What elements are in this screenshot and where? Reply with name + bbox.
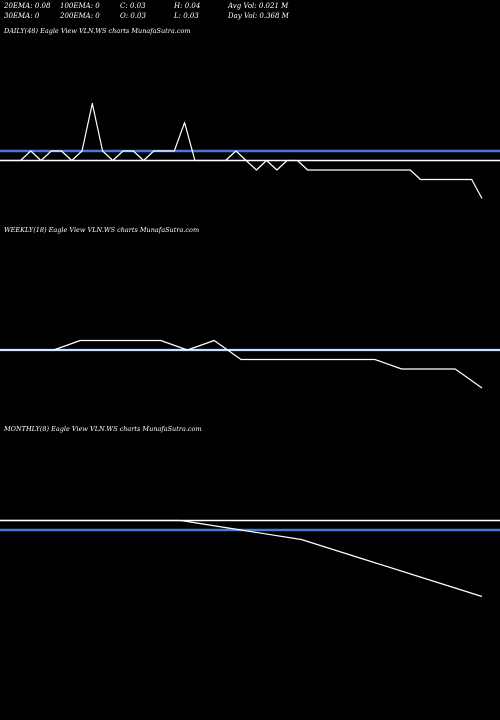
stat-ema100: 100EMA: 0: [60, 2, 100, 10]
monthly-chart-title: MONTHLY(8) Eagle View VLN.WS charts Muna…: [4, 425, 202, 433]
stat-ema20: 20EMA: 0.08: [4, 2, 51, 10]
price-line: [0, 339, 483, 389]
stat-ema200: 200EMA: 0: [60, 12, 100, 20]
stat-open: O: 0.03: [120, 12, 146, 20]
stat-low: L: 0.03: [174, 12, 199, 20]
stat-ema30: 30EMA: 0: [4, 12, 40, 20]
stat-close: C: 0.03: [120, 2, 146, 10]
indicator-stats: 20EMA: 0.08 100EMA: 0 C: 0.03 H: 0.04 Av…: [4, 1, 496, 21]
stat-avg-vol: Avg Vol: 0.021 M: [228, 2, 289, 10]
stat-day-vol: Day Vol: 0.368 M: [228, 12, 289, 20]
stat-high: H: 0.04: [174, 2, 201, 10]
daily-chart: [0, 102, 500, 199]
daily-chart-title: DAILY(48) Eagle View VLN.WS charts Munaf…: [4, 27, 191, 35]
weekly-chart: [0, 339, 500, 389]
weekly-chart-title: WEEKLY(18) Eagle View VLN.WS charts Muna…: [4, 226, 200, 234]
monthly-chart: [0, 519, 500, 598]
price-line: [0, 519, 483, 598]
price-line: [0, 102, 483, 199]
